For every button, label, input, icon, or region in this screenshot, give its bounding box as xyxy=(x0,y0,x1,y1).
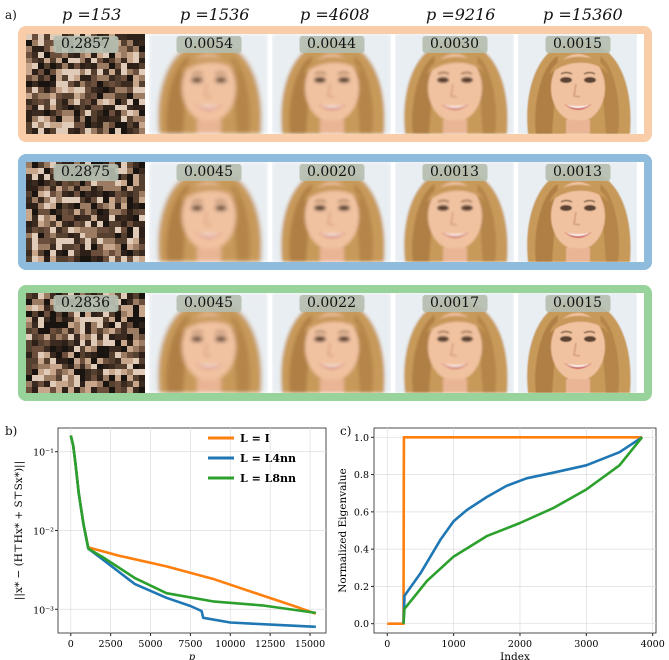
series-line xyxy=(402,436,643,624)
panel-c-label: c) xyxy=(340,424,352,438)
reconstruction-cell: 0.2857 xyxy=(26,34,145,134)
error-badge: 0.0020 xyxy=(299,164,364,181)
error-badge: 0.0015 xyxy=(545,36,610,53)
reconstruction-cell: 0.0044 xyxy=(272,34,391,134)
y-axis-label: ||x* − (H⊤Hx* + S⊤Sx*)|| xyxy=(13,461,26,600)
column-header-1: p =153 xyxy=(62,5,122,24)
reconstruction-cell: 0.2875 xyxy=(26,162,145,262)
column-header-5: p =15360 xyxy=(543,5,623,24)
method-row-2: 0.2875 0.0045 0.0020 0.0013 0.0013 xyxy=(18,154,652,270)
x-tick-label: 15000 xyxy=(295,639,325,650)
error-badge: 0.0044 xyxy=(299,36,364,53)
column-header-4: p =9216 xyxy=(426,5,496,24)
legend-label: L = L8nn xyxy=(240,472,296,485)
y-tick-label: 10⁻¹ xyxy=(33,448,54,459)
legend-label: L = L4nn xyxy=(240,452,296,465)
x-tick-label: 2000 xyxy=(508,639,532,650)
x-tick-label: 2500 xyxy=(99,639,123,650)
y-tick-label: 0.4 xyxy=(354,545,369,556)
y-tick-label: 0.0 xyxy=(354,619,369,630)
panel-a-label: a) xyxy=(5,8,17,22)
face-image xyxy=(518,34,637,134)
x-tick-label: 0 xyxy=(68,639,74,650)
face-image xyxy=(395,162,514,262)
series-line xyxy=(69,435,316,615)
reconstruction-cell: 0.0030 xyxy=(395,34,514,134)
error-badge: 0.2836 xyxy=(53,295,118,312)
reconstruction-cell: 0.0015 xyxy=(518,34,637,134)
x-tick-label: 7500 xyxy=(178,639,202,650)
y-tick-label: 0.2 xyxy=(354,582,369,593)
error-badge: 0.0013 xyxy=(422,164,487,181)
y-tick-label: 10⁻² xyxy=(33,527,54,538)
error-badge: 0.0045 xyxy=(176,295,241,312)
series-line xyxy=(387,436,643,625)
reconstruction-cell: 0.2836 xyxy=(26,293,145,393)
face-image xyxy=(395,293,514,393)
column-header-2: p =1536 xyxy=(180,5,250,24)
y-tick-label: 1.0 xyxy=(354,433,369,444)
x-tick-label: 1000 xyxy=(442,639,466,650)
x-tick-label: 3000 xyxy=(574,639,598,650)
y-tick-label: 10⁻³ xyxy=(33,605,54,616)
residual-chart: 0 2500 5000 7500 10000 12500 15000 10⁻¹ 10⁻² 10⁻³… xyxy=(13,427,327,660)
legend-label: L = I xyxy=(240,432,270,445)
reconstruction-cell: 0.0022 xyxy=(272,293,391,393)
error-badge: 0.0022 xyxy=(299,295,364,312)
reconstruction-cell: 0.0045 xyxy=(149,293,268,393)
x-tick-label: 0 xyxy=(384,639,390,650)
error-badge: 0.2875 xyxy=(53,164,118,181)
x-tick-label: 10000 xyxy=(215,639,245,650)
reconstruction-cell: 0.0020 xyxy=(272,162,391,262)
error-badge: 0.0017 xyxy=(422,295,487,312)
x-tick-label: 4000 xyxy=(641,639,665,650)
error-badge: 0.0015 xyxy=(545,295,610,312)
reconstruction-cell: 0.0045 xyxy=(149,162,268,262)
method-row-3: 0.2836 0.0045 0.0022 0.0017 0.0015 xyxy=(18,285,652,401)
eigenvalue-chart: 0 1000 2000 3000 4000 0.0 0.2 0.4 0.6 0.8 1.0 Index… xyxy=(337,427,665,660)
column-header-3: p =4608 xyxy=(300,5,370,24)
plot-area xyxy=(373,427,657,634)
method-row-1: 0.2857 0.0054 0.0044 0.0030 0.0015 xyxy=(18,26,652,142)
reconstruction-cell: 0.0015 xyxy=(518,293,637,393)
error-badge: 0.0045 xyxy=(176,164,241,181)
y-axis-label: Normalized Eigenvalue xyxy=(337,468,349,593)
error-badge: 0.2857 xyxy=(53,36,118,53)
face-image xyxy=(149,293,268,393)
y-tick-label: 0.8 xyxy=(354,470,369,481)
reconstruction-cell: 0.0013 xyxy=(518,162,637,262)
y-tick-label: 0.6 xyxy=(354,507,369,518)
panel-b-label: b) xyxy=(5,424,18,438)
face-image xyxy=(149,34,268,134)
series-line xyxy=(402,436,644,624)
face-image xyxy=(272,162,391,262)
noise-image xyxy=(26,34,145,134)
reconstruction-cell: 0.0017 xyxy=(395,293,514,393)
x-axis-label: Index xyxy=(500,651,530,660)
reconstruction-cell: 0.0054 xyxy=(149,34,268,134)
error-badge: 0.0013 xyxy=(545,164,610,181)
reconstruction-cell: 0.0013 xyxy=(395,162,514,262)
x-axis-label: p xyxy=(189,652,196,660)
error-badge: 0.0054 xyxy=(176,36,241,53)
x-tick-label: 12500 xyxy=(255,639,285,650)
error-badge: 0.0030 xyxy=(422,36,487,53)
x-tick-label: 5000 xyxy=(138,639,162,650)
